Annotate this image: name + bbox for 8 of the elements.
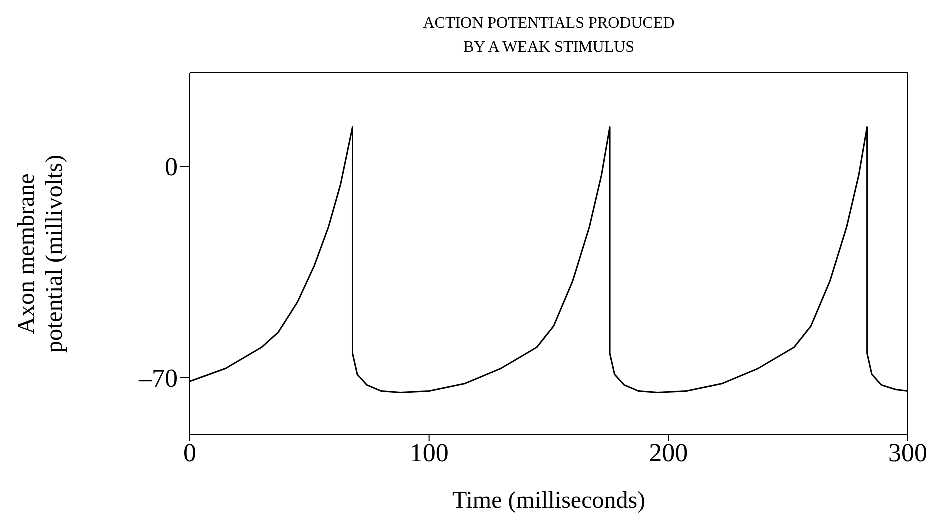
- x-tick-label: 0: [184, 438, 196, 468]
- x-tick-label: 200: [649, 438, 688, 468]
- y-axis-title: Axon membrane potential (millivolts): [14, 155, 68, 353]
- x-axis-title: Time (milliseconds): [452, 488, 646, 514]
- y-tick-label: –70: [138, 364, 178, 393]
- x-tick-label: 300: [888, 438, 928, 468]
- x-tick-label: 100: [410, 438, 449, 468]
- chart-title: ACTION POTENTIALS PRODUCED BY A WEAK STIMULUS: [422, 14, 676, 58]
